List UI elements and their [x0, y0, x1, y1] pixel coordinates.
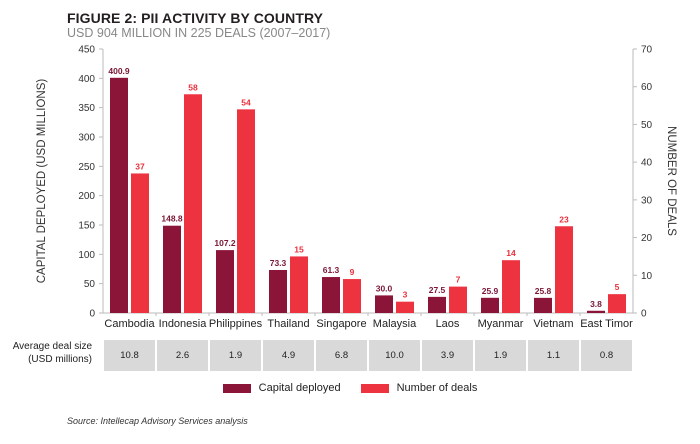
deals-value-label: 58 — [188, 82, 198, 92]
avg-deal-size-cell: 2.6 — [157, 340, 208, 371]
category-label: Indonesia — [159, 318, 208, 330]
capital-value-label: 148.8 — [161, 214, 183, 224]
deals-bar — [502, 260, 520, 313]
category-label: Myanmar — [478, 318, 524, 330]
left-tick-label: 200 — [78, 191, 95, 202]
left-tick-label: 50 — [84, 279, 96, 290]
deals-value-label: 7 — [456, 275, 461, 285]
table-row-label-line1: Average deal size — [12, 341, 92, 352]
legend-label-deals: Number of deals — [396, 382, 478, 394]
deals-bar — [131, 173, 149, 313]
category-label: Philippines — [209, 318, 263, 330]
capital-bar — [110, 77, 128, 314]
right-tick-label: 10 — [641, 271, 653, 282]
capital-bar — [163, 225, 181, 313]
deals-bar — [555, 226, 573, 313]
left-tick-label: 250 — [78, 162, 95, 173]
right-tick-label: 20 — [641, 233, 653, 244]
deals-bar — [237, 109, 255, 313]
chart-title: FIGURE 2: PII ACTIVITY BY COUNTRY — [67, 10, 324, 26]
deals-bar — [449, 286, 467, 313]
deals-value-label: 54 — [241, 97, 251, 107]
deals-bar — [184, 94, 202, 313]
left-tick-label: 400 — [78, 74, 95, 85]
left-tick-label: 450 — [78, 45, 95, 56]
capital-bar — [375, 295, 393, 313]
left-tick-label: 0 — [89, 309, 95, 320]
capital-bar — [534, 297, 552, 313]
right-tick-label: 50 — [641, 120, 653, 131]
capital-bar — [481, 297, 499, 313]
category-label: Thailand — [267, 318, 309, 330]
category-label: Vietnam — [533, 318, 573, 330]
deals-value-label: 9 — [350, 267, 355, 277]
deals-value-label: 5 — [615, 282, 620, 292]
deals-value-label: 23 — [559, 214, 569, 224]
category-label: East Timor — [580, 318, 633, 330]
capital-value-label: 3.8 — [590, 299, 602, 309]
right-tick-label: 70 — [641, 45, 653, 56]
deals-value-label: 3 — [403, 290, 408, 300]
left-axis-title: CAPITAL DEPLOYED (USD MILLIONS) — [36, 79, 48, 284]
right-tick-label: 40 — [641, 158, 653, 169]
left-tick-label: 150 — [78, 221, 95, 232]
deals-bar — [608, 294, 626, 313]
capital-value-label: 25.9 — [482, 286, 499, 296]
left-tick-label: 350 — [78, 103, 95, 114]
deals-bar — [343, 279, 361, 313]
legend-swatch-capital — [222, 383, 251, 393]
table-row-label-line2: (USD millions) — [28, 354, 92, 365]
deals-bar — [290, 256, 308, 313]
avg-deal-size-cell: 6.8 — [316, 340, 367, 371]
chart-subtitle: USD 904 MILLION IN 225 DEALS (2007–2017) — [67, 26, 331, 40]
left-tick-label: 100 — [78, 250, 95, 261]
capital-bar — [428, 296, 446, 313]
capital-bar — [216, 250, 234, 313]
avg-deal-size-cell: 1.9 — [475, 340, 526, 371]
capital-value-label: 61.3 — [323, 265, 340, 275]
capital-bar — [269, 269, 287, 313]
category-label: Cambodia — [104, 318, 155, 330]
right-tick-label: 30 — [641, 195, 653, 206]
capital-value-label: 30.0 — [376, 283, 393, 293]
category-label: Singapore — [316, 318, 366, 330]
bar-chart: 0 50 100 150 200 250 300 350 400 450 0 10 20 30 40 50 60… — [36, 45, 677, 331]
avg-deal-size-cell: 4.9 — [263, 340, 314, 371]
deals-value-label: 37 — [135, 161, 145, 171]
left-tick-label: 300 — [78, 133, 95, 144]
right-tick-label: 60 — [641, 82, 653, 93]
legend-swatch-deals — [360, 383, 389, 393]
source-note: Source: Intellecap Advisory Services ana… — [67, 416, 248, 426]
capital-value-label: 400.9 — [108, 66, 130, 76]
legend: Capital deployed Number of deals — [0, 382, 700, 394]
legend-item-capital: Capital deployed — [222, 382, 341, 394]
right-axis-title: NUMBER OF DEALS — [665, 126, 677, 236]
category-label: Malaysia — [373, 318, 417, 330]
avg-deal-size-cell: 10.0 — [369, 340, 420, 371]
avg-deal-size-cell: 10.8 — [104, 340, 155, 371]
avg-deal-size-cell: 3.9 — [422, 340, 473, 371]
capital-value-label: 73.3 — [270, 258, 287, 268]
capital-bar — [322, 277, 340, 313]
right-tick-label: 0 — [641, 309, 647, 320]
avg-deal-size-cell: 1.9 — [210, 340, 261, 371]
capital-value-label: 25.8 — [535, 286, 552, 296]
category-label: Laos — [436, 318, 460, 330]
avg-deal-size-cell: 0.8 — [581, 340, 632, 371]
deals-value-label: 14 — [506, 248, 516, 258]
capital-value-label: 107.2 — [214, 238, 236, 248]
legend-label-capital: Capital deployed — [258, 382, 341, 394]
capital-bar — [587, 310, 605, 313]
capital-value-label: 27.5 — [429, 285, 446, 295]
deals-bar — [396, 301, 414, 313]
legend-item-deals: Number of deals — [360, 382, 478, 394]
deals-value-label: 15 — [294, 244, 304, 254]
avg-deal-size-cell: 1.1 — [528, 340, 579, 371]
table-row-label: Average deal size (USD millions) — [0, 340, 92, 366]
